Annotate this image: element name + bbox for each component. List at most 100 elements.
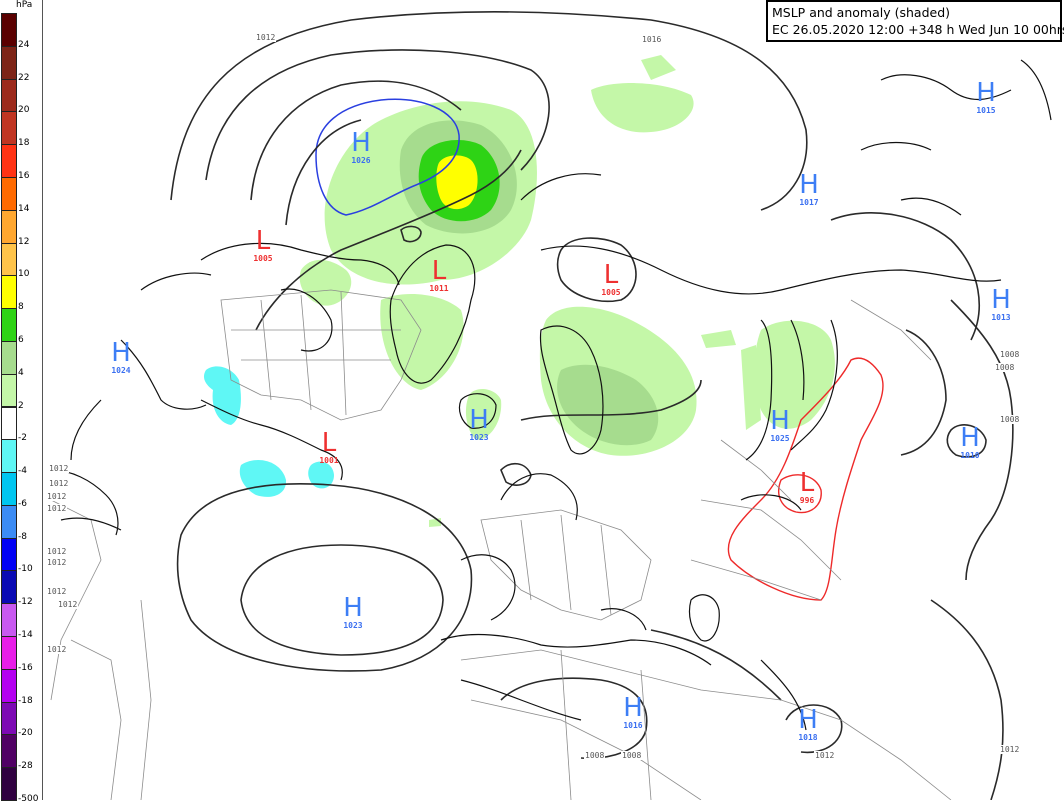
isobar-label: 1008 <box>621 751 643 760</box>
isobar-label: 1012 <box>46 547 68 556</box>
legend-tick-label: -2 <box>18 433 27 444</box>
legend-tick-label: 20 <box>18 105 30 116</box>
high-symbol: H <box>976 78 996 108</box>
pressure-value: 1005 <box>601 288 621 297</box>
high-symbol: H <box>469 405 489 435</box>
low-pressure-center: L 996 <box>793 470 821 505</box>
blue-contour <box>315 98 460 216</box>
isobar-label: 1008 <box>999 415 1021 424</box>
legend-swatch <box>1 340 17 375</box>
high-symbol: H <box>960 423 980 453</box>
chart-title-box: MSLP and anomaly (shaded) EC 26.05.2020 … <box>766 0 1064 42</box>
isobar-label: 1012 <box>57 600 79 609</box>
high-symbol: H <box>799 170 819 200</box>
isobars <box>170 10 1014 800</box>
isobar-label: 1012 <box>46 492 68 501</box>
legend-tick-label: 8 <box>18 302 24 313</box>
legend-swatch <box>1 734 17 769</box>
legend-swatch <box>1 701 17 736</box>
legend-tick-label: -6 <box>18 498 27 509</box>
legend-tick-label: 6 <box>18 334 24 345</box>
high-symbol: H <box>798 705 818 735</box>
legend-tick-label: 2 <box>18 400 24 411</box>
high-pressure-center: H 1024 <box>107 340 135 375</box>
legend-swatch <box>1 570 17 605</box>
high-symbol: H <box>343 593 363 623</box>
legend-tick-label: -500 <box>18 794 39 804</box>
country-borders <box>50 289 952 800</box>
pressure-value: 1023 <box>343 621 363 630</box>
legend-swatch <box>1 767 17 801</box>
isobar-label: 1008 <box>999 350 1021 359</box>
pressure-value: 1025 <box>770 434 790 443</box>
legend-swatch <box>1 111 17 146</box>
legend-swatch <box>1 537 17 572</box>
legend-swatch <box>1 668 17 703</box>
legend-swatch <box>1 242 17 277</box>
high-symbol: H <box>623 693 643 723</box>
legend-swatch <box>1 308 17 342</box>
isobar-label: 1012 <box>48 479 70 488</box>
pressure-value: 1017 <box>799 198 819 207</box>
legend-tick-label: 24 <box>18 39 30 50</box>
red-contours <box>727 357 884 601</box>
legend-swatch <box>1 13 17 47</box>
legend-tick-label: -16 <box>18 662 33 673</box>
legend-swatch <box>1 636 17 670</box>
low-pressure-center: L 1011 <box>425 258 453 293</box>
high-pressure-center: H 1018 <box>794 707 822 742</box>
isobar-label: 1012 <box>46 558 68 567</box>
low-symbol: L <box>431 256 447 286</box>
chart-subtitle: EC 26.05.2020 12:00 +348 h Wed Jun 10 00… <box>772 22 1064 37</box>
high-symbol: H <box>111 338 131 368</box>
legend-swatch <box>1 439 17 474</box>
legend-tick-label: -4 <box>18 466 27 477</box>
legend-tick-label: 10 <box>18 269 30 280</box>
low-symbol: L <box>799 468 815 498</box>
high-pressure-center: H 1023 <box>465 407 493 442</box>
legend-swatch <box>1 504 17 539</box>
low-symbol: L <box>321 428 337 458</box>
isobar-label: 1012 <box>46 645 68 654</box>
low-pressure-center: L 1001 <box>315 430 343 465</box>
legend-tick-label: -28 <box>18 761 33 772</box>
legend-swatch <box>1 45 17 80</box>
low-symbol: L <box>603 260 619 290</box>
legend-swatch <box>1 78 17 113</box>
color-legend: hPa 24 22 20 18 16 14 12 10 8 6 4 2 -2 -4 -6 -8 -10 -12 -1… <box>0 0 42 804</box>
isobar-label: 1016 <box>641 35 663 44</box>
pressure-value: 1018 <box>798 733 818 742</box>
isobar-label: 1012 <box>255 33 277 42</box>
isobar-label: 1012 <box>48 464 70 473</box>
pressure-value: 1016 <box>623 721 643 730</box>
map-frame: H 1026 L 1005 L 1011 L 1005 H 1017 H 1015 H 1013 H 1024… <box>42 0 1064 800</box>
legend-tick-label: -12 <box>18 597 33 608</box>
high-symbol: H <box>991 285 1011 315</box>
legend-tick-label: -14 <box>18 630 33 641</box>
legend-swatch <box>1 176 17 211</box>
legend-swatch <box>1 472 17 506</box>
legend-tick-label: 4 <box>18 367 24 378</box>
high-pressure-center: H 1015 <box>972 80 1000 115</box>
low-pressure-center: L 1005 <box>249 228 277 263</box>
legend-unit: hPa <box>16 0 33 10</box>
legend-tick-label: -18 <box>18 695 33 706</box>
legend-tick-label: -20 <box>18 728 33 739</box>
legend-tick-label: 18 <box>18 138 30 149</box>
high-pressure-center: H 1023 <box>339 595 367 630</box>
isobar-label: 1012 <box>46 504 68 513</box>
legend-tick-label: -8 <box>18 531 27 542</box>
legend-swatch <box>1 275 17 310</box>
high-symbol: H <box>351 128 371 158</box>
legend-tick-label: -10 <box>18 564 33 575</box>
pressure-value: 1005 <box>253 254 273 263</box>
isobar-label: 1008 <box>584 751 606 760</box>
pressure-value: 996 <box>799 496 815 505</box>
legend-swatch <box>1 406 17 441</box>
isobar-label: 1012 <box>46 587 68 596</box>
mslp-map <box>50 10 1052 800</box>
legend-tick-label: 12 <box>18 236 30 247</box>
pressure-value: 1001 <box>319 456 339 465</box>
legend-swatch <box>1 603 17 638</box>
coastlines <box>50 59 1052 731</box>
